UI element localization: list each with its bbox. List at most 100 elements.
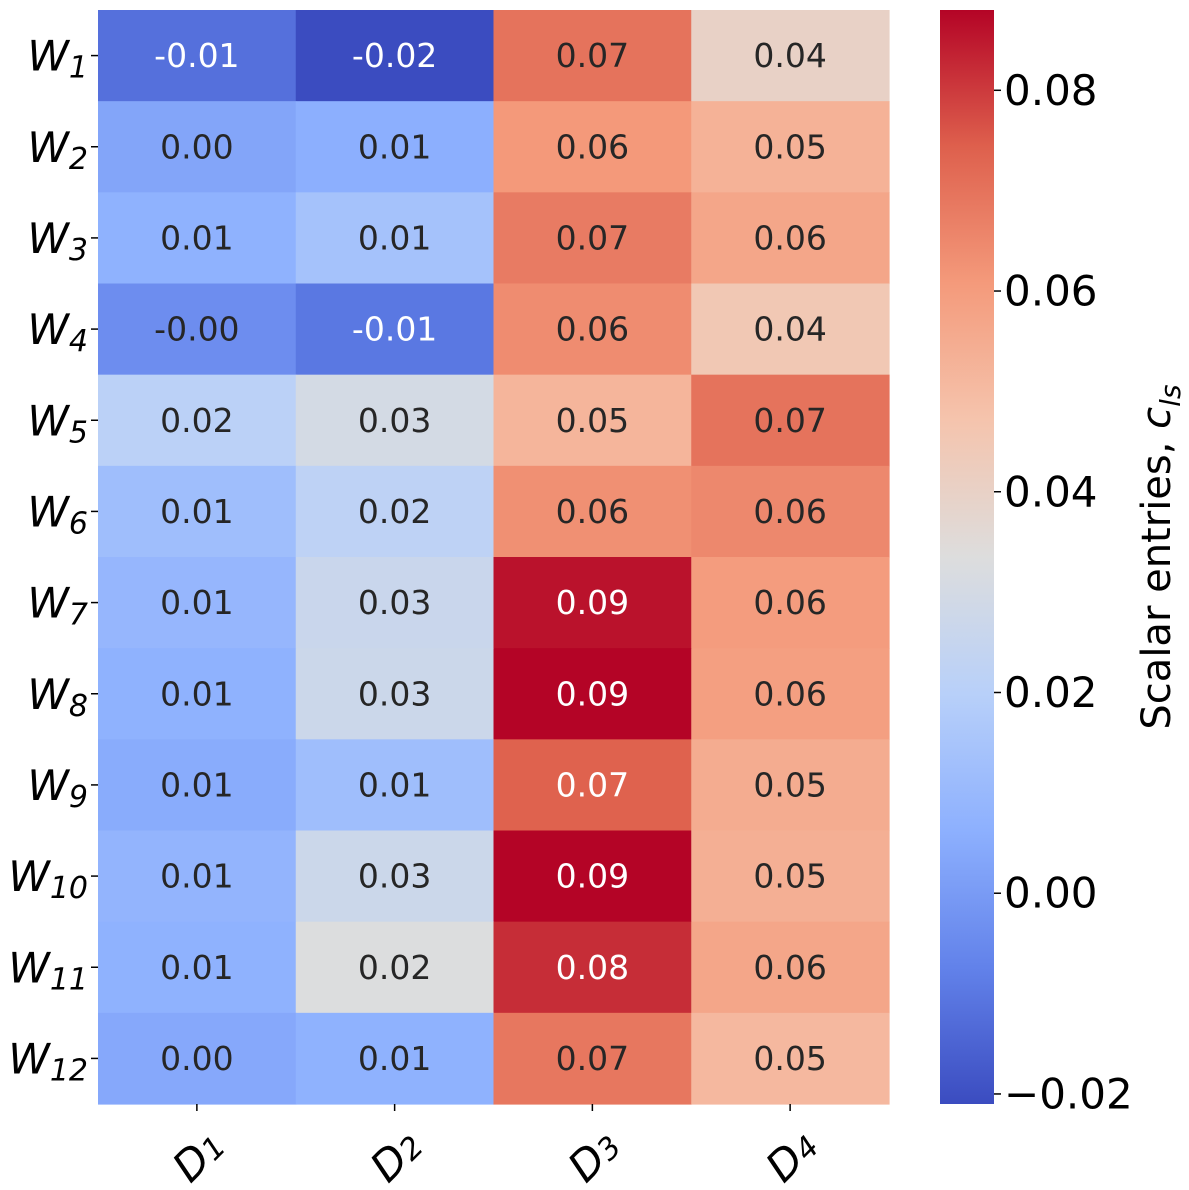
cell-annotation: 0.02 [160,401,233,440]
heatmap-cell [98,921,297,1014]
heatmap-cell [295,557,495,649]
heatmap-cell [98,10,297,102]
cell-annotation: 0.06 [556,127,629,166]
row-label: W2 [27,122,88,176]
heatmap-cell [691,648,890,740]
heatmap-cell [98,374,297,467]
cell-annotation: 0.07 [556,765,629,804]
cell-annotation: 0.09 [556,857,629,896]
cell-annotation: 0.01 [160,765,233,804]
heatmap-cell [295,921,495,1014]
cell-annotation: 0.07 [556,218,629,257]
heatmap-cell [295,648,495,740]
row-label: W3 [27,213,88,267]
cell-annotation: 0.06 [753,674,826,713]
row-labels: W1 W2 W3 W4 W5 W6 W7 W8 W9 W10 W11 W12 [8,31,98,1088]
heatmap-cell [295,101,495,193]
cell-annotation: 0.01 [160,583,233,622]
heatmap-cell [493,1012,692,1105]
column-label: D3 [558,1120,629,1190]
cell-annotation: 0.06 [556,310,629,349]
cell-annotation: 0.01 [160,674,233,713]
cell-annotation: 0.01 [160,492,233,531]
heatmap-cell [295,739,495,832]
heatmap-cell [98,830,297,923]
heatmap-cell [98,739,297,832]
heatmap-cell [691,1012,890,1105]
heatmap-cell [691,739,890,832]
cell-annotation: 0.06 [753,492,826,531]
heatmap-cell [493,648,692,740]
cell-annotation: 0.01 [358,1039,431,1078]
cell-annotation: -0.00 [154,310,239,349]
heatmap-cell [691,557,890,649]
heatmap-cell [98,283,297,376]
row-label: W10 [8,852,88,906]
heatmap-cell [295,374,495,467]
cell-annotation: 0.06 [753,583,826,622]
column-label: D2 [361,1120,432,1190]
column-label: D4 [756,1120,827,1190]
heatmap-cell [98,465,297,558]
heatmap-cell [98,648,297,740]
heatmap-cell [691,374,890,467]
cell-annotation: 0.04 [753,310,826,349]
cell-annotation: 0.06 [753,218,826,257]
heatmap-cell [691,283,890,376]
row-label: W8 [27,669,88,723]
heatmap-cell [493,10,692,102]
heatmap-cell [295,1012,495,1105]
heatmap-cell [295,830,495,923]
cell-annotation: 0.04 [753,36,826,75]
cell-annotation: 0.02 [358,492,431,531]
heatmap-cell [295,465,495,558]
row-label: W5 [27,396,88,450]
cell-annotation: 0.03 [358,674,431,713]
heatmap-cell [98,557,297,649]
cell-annotation: 0.03 [358,583,431,622]
cell-annotation: 0.01 [358,218,431,257]
cell-annotation: 0.00 [160,127,233,166]
heatmap-cell [98,192,297,285]
cell-annotation: -0.01 [154,36,239,75]
heatmap-cell [295,283,495,376]
cell-annotation: 0.01 [358,765,431,804]
cell-annotation: 0.01 [160,948,233,987]
heatmap-cell [691,465,890,558]
cell-annotation: 0.07 [556,36,629,75]
cell-annotation: 0.06 [556,492,629,531]
row-label: W4 [27,305,88,359]
cell-annotation: -0.02 [352,36,437,75]
cell-annotation: 0.05 [556,401,629,440]
row-label: W7 [27,578,88,632]
cell-annotation: 0.05 [753,765,826,804]
cell-annotation: 0.01 [358,127,431,166]
cell-annotation: 0.01 [160,857,233,896]
row-label: W12 [8,1034,88,1088]
column-label: D1 [163,1120,234,1190]
heatmap-cell [98,1012,297,1105]
heatmap-cells: -0.01 -0.02 0.07 0.04 0.00 0.01 0.06 0.05 0.01 0.… [98,10,890,1105]
colorbar: −0.02 0.00 0.02 0.04 0.06 0.08 Scalar entries,… [940,10,1187,1118]
cell-annotation: 0.09 [556,583,629,622]
cell-annotation: 0.07 [556,1039,629,1078]
colorbar-tick-label: 0.06 [1004,267,1098,316]
cell-annotation: 0.08 [556,948,629,987]
heatmap-cell [691,10,890,102]
column-labels: D1 D2 D3 D4 [163,1104,827,1190]
heatmap-cell [493,101,692,193]
heatmap-cell [493,921,692,1014]
heatmap-cell [493,830,692,923]
heatmap-cell [493,283,692,376]
heatmap-cell [493,557,692,649]
cell-annotation: -0.01 [352,310,437,349]
colorbar-gradient [940,10,994,1104]
row-label: W11 [8,943,88,997]
cell-annotation: 0.05 [753,857,826,896]
row-label: W9 [27,760,88,814]
colorbar-label: Scalar entries, cls [1134,384,1187,729]
cell-annotation: 0.03 [358,401,431,440]
colorbar-tick-label: −0.02 [1004,1069,1133,1118]
cell-annotation: 0.07 [753,401,826,440]
